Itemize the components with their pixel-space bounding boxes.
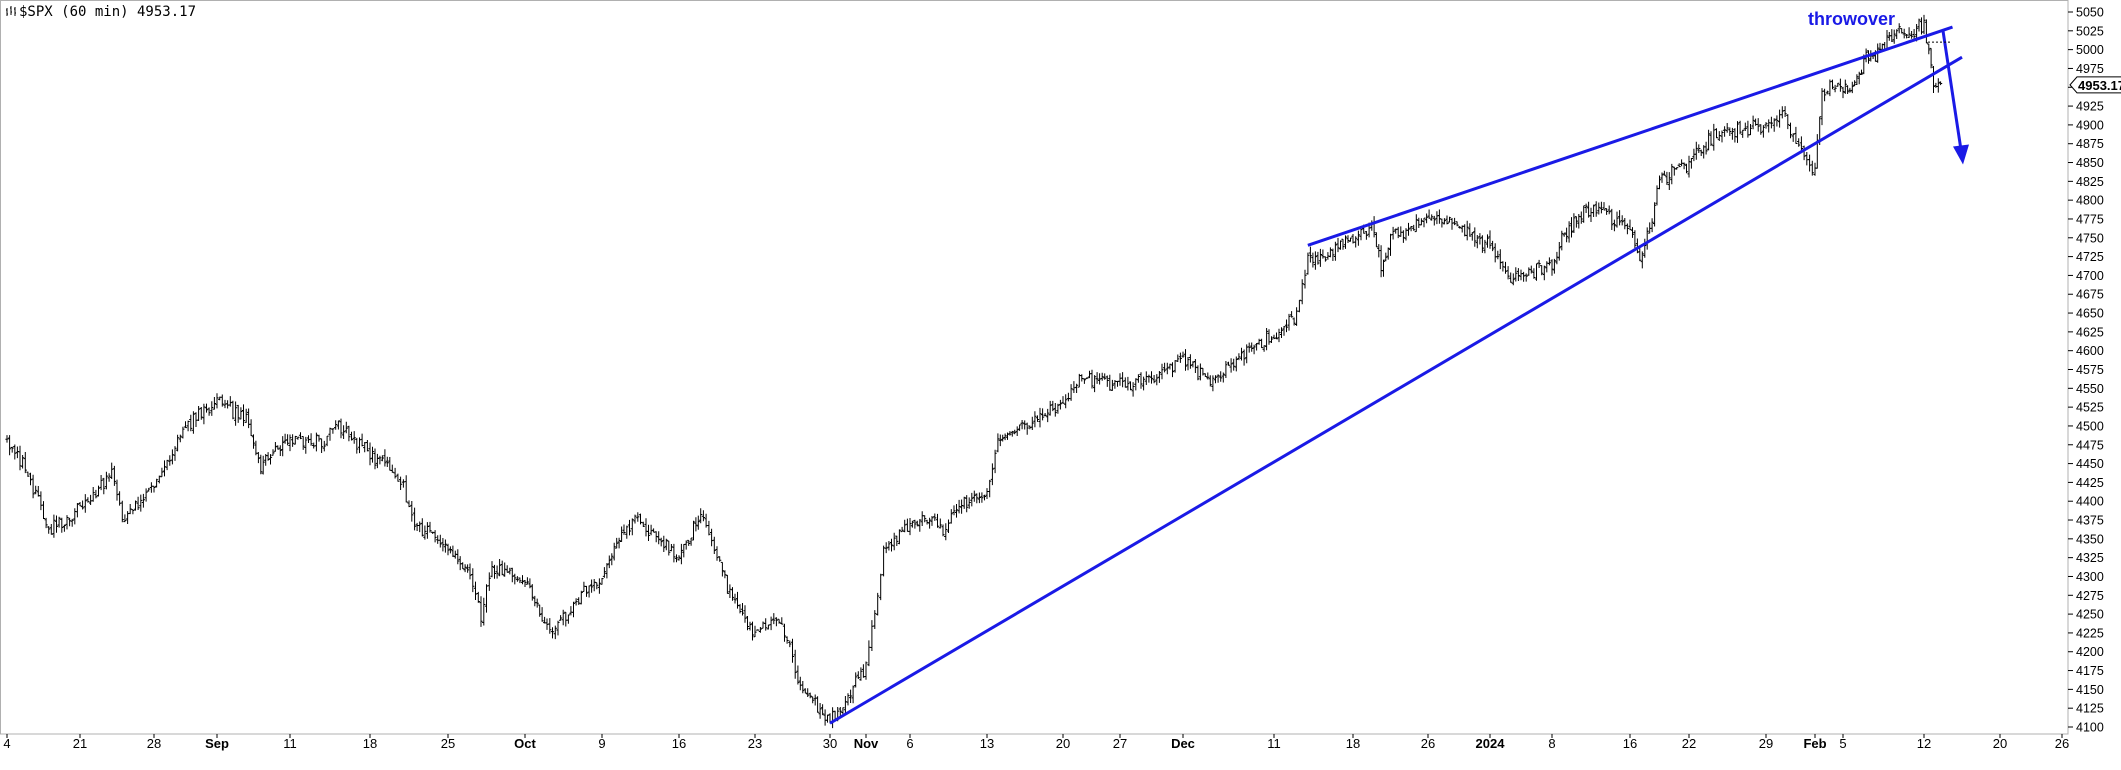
x-tick-label: Dec [1171,736,1195,751]
x-tick-label: 2024 [1476,736,1506,751]
y-tick-label: 4500 [2076,419,2104,433]
x-tick-label: 26 [2055,736,2069,751]
y-tick-label: 4900 [2076,118,2104,132]
last-price-label: 4953.17 [2078,78,2121,93]
annotation-throwover: throwover [1808,9,1895,29]
x-tick-label: 16 [1623,736,1637,751]
x-tick-label: Oct [514,736,536,751]
x-tick-label: 12 [1917,736,1931,751]
x-tick-label: 23 [748,736,762,751]
x-tick-label: 20 [1056,736,1070,751]
y-tick-label: 4525 [2076,401,2104,415]
x-tick-label: Feb [1803,736,1826,751]
x-tick-label: 16 [672,736,686,751]
y-tick-label: 4325 [2076,551,2104,565]
x-tick-label: Sep [205,736,229,751]
y-tick-label: 4200 [2076,645,2104,659]
x-tick-label: 18 [363,736,377,751]
y-tick-label: 4625 [2076,325,2104,339]
y-tick-label: 4850 [2076,156,2104,170]
chart-header: $SPX (60 min) 4953.17 [6,4,196,20]
y-tick-label: 4750 [2076,231,2104,245]
y-tick-label: 4550 [2076,382,2104,396]
x-tick-label: 22 [1682,736,1696,751]
x-tick-label: 18 [1346,736,1360,751]
y-tick-label: 4300 [2076,570,2104,584]
x-tick-label: 29 [1759,736,1773,751]
x-tick-label: 25 [441,736,455,751]
y-tick-label: 4875 [2076,137,2104,151]
x-tick-label: 13 [980,736,994,751]
y-tick-label: 4400 [2076,495,2104,509]
x-tick-label: 28 [147,736,161,751]
y-tick-label: 4125 [2076,702,2104,716]
x-tick-label: 21 [73,736,87,751]
x-tick-label: 4 [3,736,10,751]
y-tick-label: 5025 [2076,24,2104,38]
y-tick-label: 4825 [2076,175,2104,189]
x-tick-label: Nov [854,736,879,751]
x-tick-label: 6 [906,736,913,751]
y-tick-label: 5000 [2076,43,2104,57]
bar-chart-icon [6,5,16,17]
y-tick-label: 4150 [2076,683,2104,697]
x-tick-label: 30 [823,736,837,751]
y-tick-label: 4350 [2076,532,2104,546]
y-tick-label: 4250 [2076,608,2104,622]
x-tick-label: 27 [1113,736,1127,751]
y-tick-label: 4175 [2076,664,2104,678]
y-tick-label: 4225 [2076,626,2104,640]
y-tick-label: 4925 [2076,100,2104,114]
x-tick-label: 26 [1421,736,1435,751]
y-tick-label: 4450 [2076,457,2104,471]
y-tick-label: 4725 [2076,250,2104,264]
y-tick-label: 4800 [2076,194,2104,208]
y-tick-label: 4675 [2076,288,2104,302]
y-tick-label: 4700 [2076,269,2104,283]
y-tick-label: 4575 [2076,363,2104,377]
x-tick-label: 11 [1267,736,1281,751]
y-tick-label: 4475 [2076,438,2104,452]
y-tick-label: 4375 [2076,514,2104,528]
y-tick-label: 4100 [2076,721,2104,735]
y-tick-label: 4275 [2076,589,2104,603]
y-tick-label: 4775 [2076,212,2104,226]
x-tick-label: 9 [598,736,605,751]
chart-title: $SPX (60 min) 4953.17 [19,4,196,20]
y-tick-label: 5050 [2076,6,2104,20]
y-tick-label: 4650 [2076,307,2104,321]
x-tick-label: 8 [1548,736,1555,751]
x-tick-label: 20 [1993,736,2007,751]
x-tick-label: 5 [1839,736,1846,751]
y-tick-label: 4425 [2076,476,2104,490]
x-tick-label: 11 [283,736,297,751]
y-tick-label: 4975 [2076,62,2104,76]
y-tick-label: 4600 [2076,344,2104,358]
